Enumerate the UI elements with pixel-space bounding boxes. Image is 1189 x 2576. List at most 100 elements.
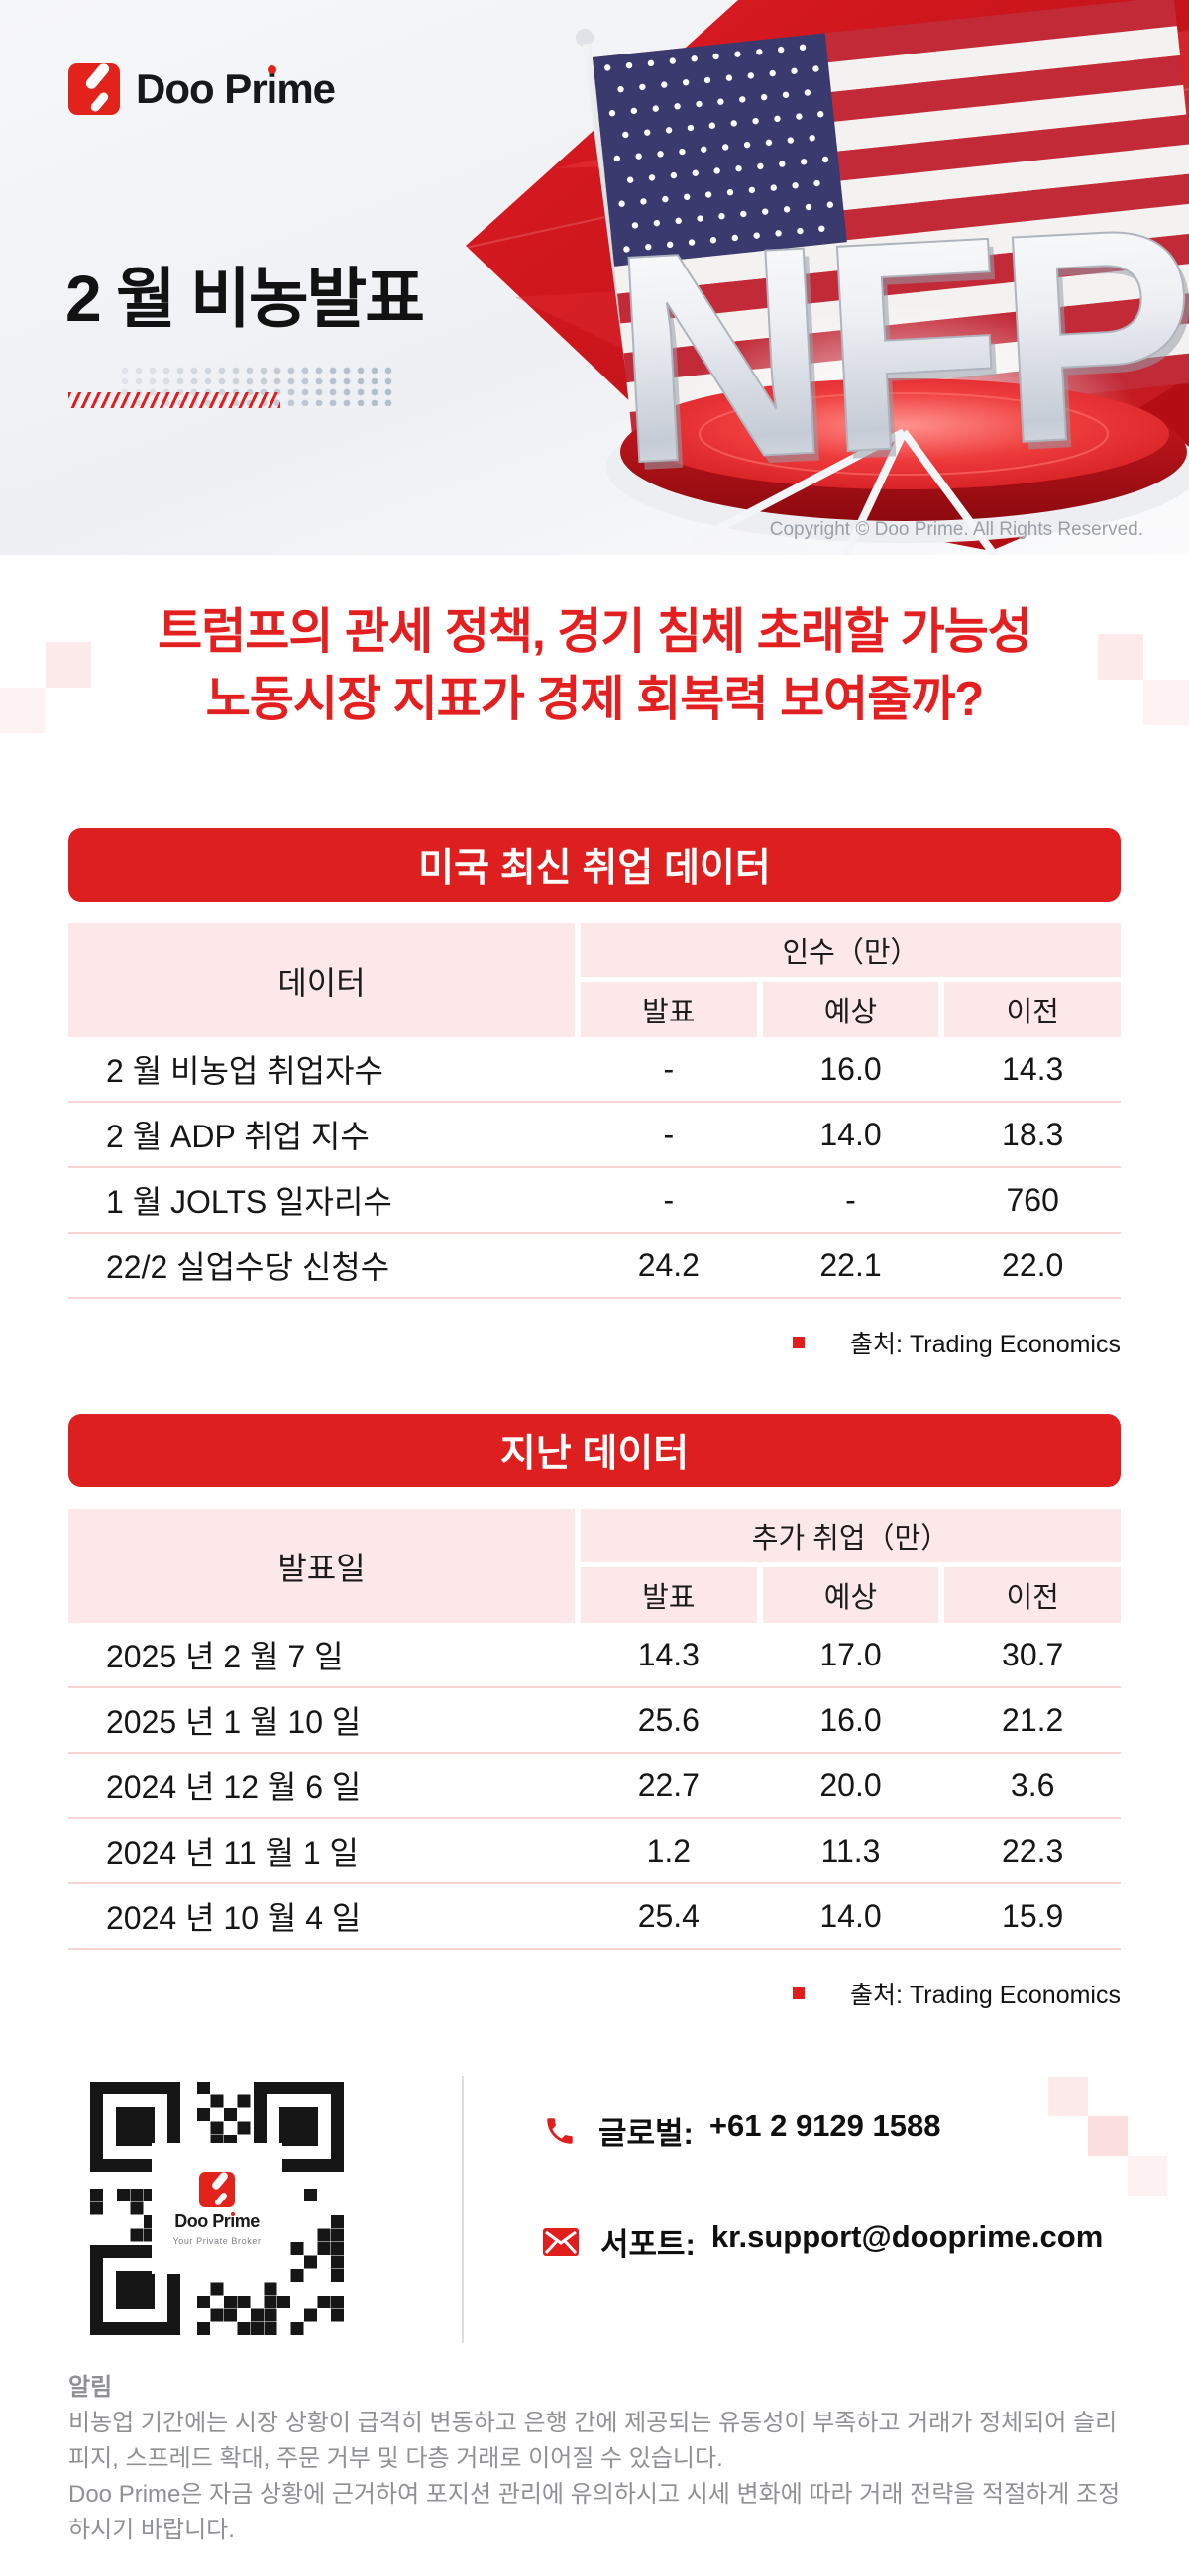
- row-label: 22/2 실업수당 신청수: [106, 1249, 390, 1285]
- row-label: 2 월 비농업 취업자수: [106, 1053, 383, 1089]
- phone-icon: [547, 2117, 573, 2144]
- headline-line1: 트럼프의 관세 정책, 경기 침체 초래할 가능성: [158, 605, 1032, 659]
- row-value: 24.2: [637, 1246, 700, 1283]
- row-label: 2024 년 11 월 1 일: [106, 1835, 359, 1871]
- flag-canton: [593, 33, 847, 267]
- source-line: 출처: Trading Economics: [68, 1976, 1121, 2011]
- phone-label: 글로벌:: [598, 2116, 694, 2151]
- qr-tagline: Your Private Broker: [172, 2235, 262, 2246]
- svg-text:NFP: NFP: [605, 163, 1189, 526]
- row-value: 14.3: [637, 1636, 700, 1672]
- latest-data-table: 데이터 인수（만） 발표 예상 이전 2 월 비농업 취업자수 - 16.0 1…: [68, 923, 1121, 1360]
- phone-contact: 글로벌: +61 2 9129 1588: [543, 2108, 940, 2153]
- group-header: 인수（만）: [581, 923, 1121, 977]
- row-value: 15.9: [1002, 1897, 1064, 1934]
- qr-modules: [90, 2082, 344, 2335]
- row-value: 22.1: [819, 1246, 882, 1283]
- copyright-text: Copyright © Doo Prime. All Rights Reserv…: [769, 519, 1143, 540]
- source-text: 출처: Trading Economics: [850, 1331, 1121, 1358]
- notice-paragraph: 비농업 기간에는 시장 상황이 급격히 변동하고 은행 간에 제공되는 유동성이…: [68, 2410, 1118, 2472]
- envelope-icon: [543, 2227, 579, 2256]
- row-value: 22.0: [1002, 1246, 1064, 1283]
- doo-prime-logo: Doo Prime: [68, 63, 336, 115]
- column-header-forecast: 예상: [762, 1567, 939, 1623]
- table-row: 2 월 ADP 취업 지수 - 14.0 18.3: [68, 1103, 1121, 1168]
- row-value: 11.3: [820, 1832, 881, 1869]
- past-data-table: 발표일 추가 취업（만） 발표 예상 이전 2025 년 2 월 7 일 14.…: [68, 1509, 1121, 2011]
- row-value: -: [663, 1050, 675, 1087]
- row-value: 14.0: [819, 1897, 882, 1934]
- table-row: 1 월 JOLTS 일자리수 - - 760: [68, 1168, 1121, 1234]
- checker-decoration: [0, 688, 46, 733]
- column-header-previous: 이전: [944, 1567, 1121, 1623]
- row-value: 1.2: [646, 1832, 692, 1869]
- table-row: 2024 년 10 월 4 일 25.4 14.0 15.9: [68, 1884, 1121, 1950]
- checker-decoration: [1128, 2156, 1167, 2196]
- email-contact: 서포트: kr.support@dooprime.com: [543, 2219, 1103, 2264]
- doo-prime-logo-text: Doo Prime: [136, 65, 336, 112]
- headline: 트럼프의 관세 정책, 경기 침체 초래할 가능성 노동시장 지표가 경제 회복…: [0, 598, 1189, 733]
- row-value: 30.7: [1002, 1636, 1064, 1672]
- checker-decoration: [46, 642, 91, 688]
- row-value: 20.0: [819, 1767, 882, 1803]
- row-value: 22.7: [637, 1767, 700, 1803]
- row-value: 14.3: [1002, 1050, 1064, 1087]
- qr-center-logo: Doo Prime Your Private Broker: [152, 2143, 282, 2274]
- svg-text:NFP: NFP: [611, 171, 1189, 534]
- checker-decoration: [1098, 634, 1143, 680]
- checker-decoration: [1143, 680, 1189, 725]
- row-value: 14.0: [819, 1116, 882, 1152]
- section-banner-past-data: 지난 데이터: [68, 1414, 1121, 1487]
- row-value: -: [663, 1181, 675, 1218]
- row-value: -: [845, 1181, 856, 1218]
- column-header-actual: 발표: [581, 982, 757, 1037]
- row-label: 2 월 ADP 취업 지수: [106, 1119, 370, 1154]
- row-label: 2024 년 12 월 6 일: [106, 1770, 362, 1805]
- column-header-date: 발표일: [68, 1509, 575, 1623]
- email-address[interactable]: kr.support@dooprime.com: [710, 2219, 1104, 2254]
- row-value: 25.6: [637, 1701, 700, 1738]
- checker-decoration: [1088, 2116, 1128, 2156]
- nfp-3d-text: NFP NFP: [604, 162, 1189, 534]
- notice-title: 알림: [68, 2374, 113, 2401]
- flagpole-finial: [576, 29, 594, 47]
- table-row: 22/2 실업수당 신청수 24.2 22.1 22.0: [68, 1234, 1121, 1299]
- notice-section: 알림 비농업 기간에는 시장 상황이 급격히 변동하고 은행 간에 제공되는 유…: [68, 2370, 1123, 2548]
- hatch-decoration: [68, 392, 280, 408]
- row-value: 760: [1006, 1181, 1059, 1218]
- row-value: 22.3: [1002, 1832, 1064, 1869]
- source-text: 출처: Trading Economics: [850, 1982, 1121, 2009]
- group-header: 추가 취업（만）: [581, 1509, 1121, 1562]
- table-row: 2025 년 2 월 7 일 14.3 17.0 30.7: [68, 1623, 1121, 1688]
- hero-graphic: NFP NFP: [465, 0, 1189, 555]
- page-title: 2 월 비농발표: [65, 262, 425, 335]
- section-banner-latest-data: 미국 최신 취업 데이터: [68, 828, 1121, 902]
- row-value: 18.3: [1002, 1116, 1064, 1152]
- doo-prime-logo-icon: [68, 63, 120, 115]
- row-label: 1 월 JOLTS 일자리수: [106, 1184, 392, 1220]
- source-line: 출처: Trading Economics: [68, 1325, 1121, 1360]
- column-header-previous: 이전: [944, 982, 1121, 1037]
- row-label: 2025 년 2 월 7 일: [106, 1639, 344, 1674]
- row-value: 16.0: [819, 1050, 882, 1087]
- qr-code[interactable]: Doo Prime Your Private Broker: [90, 2082, 344, 2335]
- vertical-divider: [462, 2076, 464, 2343]
- checker-decoration: [1048, 2077, 1088, 2116]
- phone-number[interactable]: +61 2 9129 1588: [708, 2108, 941, 2143]
- table-row: 2 월 비농업 취업자수 - 16.0 14.3: [68, 1037, 1121, 1103]
- hero-section: NFP NFP Doo Prime 2 월 비농발표 Copyright © D…: [0, 0, 1189, 555]
- row-value: 17.0: [819, 1636, 882, 1672]
- column-header-actual: 발표: [581, 1567, 757, 1623]
- row-value: 3.6: [1010, 1767, 1055, 1803]
- column-header-data: 데이터: [68, 923, 575, 1037]
- row-value: 16.0: [819, 1701, 882, 1738]
- email-label: 서포트:: [600, 2227, 696, 2262]
- qr-logo-text: Doo Prime: [174, 2210, 260, 2231]
- column-header-forecast: 예상: [762, 982, 939, 1037]
- flag-stars: [603, 44, 834, 253]
- row-label: 2025 년 1 월 10 일: [106, 1704, 362, 1740]
- row-value: 21.2: [1002, 1701, 1064, 1738]
- source-bullet-icon: [793, 1987, 806, 1999]
- row-label: 2024 년 10 월 4 일: [106, 1900, 362, 1936]
